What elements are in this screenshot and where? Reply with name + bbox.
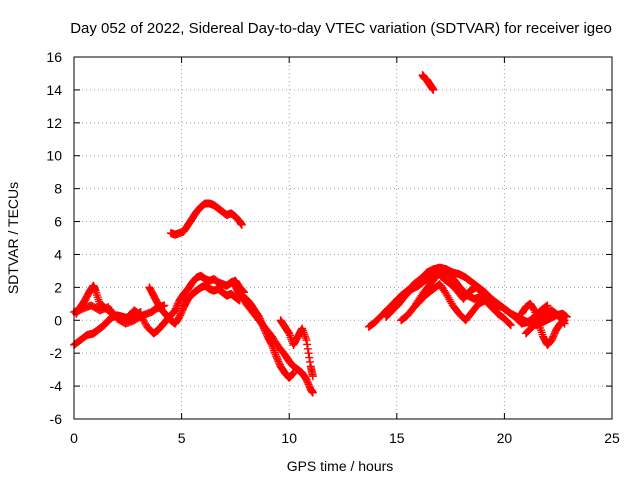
data-point xyxy=(299,328,308,337)
data-point xyxy=(308,372,317,381)
data-point xyxy=(505,320,514,329)
y-axis-label: SDTVAR / TECUs xyxy=(5,182,21,294)
data-point xyxy=(300,332,309,341)
x-tick-label: 25 xyxy=(604,430,620,446)
data-point xyxy=(298,324,307,333)
data-point xyxy=(285,329,294,338)
y-tick-label: 10 xyxy=(46,148,62,164)
x-tick-label: 0 xyxy=(70,430,78,446)
x-tick-label: 10 xyxy=(281,430,297,446)
plot-frame xyxy=(73,56,613,420)
data-point xyxy=(559,318,568,327)
series-trace-j xyxy=(418,71,438,94)
data-point xyxy=(288,369,297,378)
data-point xyxy=(288,370,297,379)
y-tick-label: 0 xyxy=(54,312,62,328)
x-tick-label: 20 xyxy=(497,430,513,446)
data-point xyxy=(298,326,307,335)
data-point xyxy=(300,330,309,339)
data-point xyxy=(429,85,438,94)
data-point xyxy=(285,331,294,340)
data-point xyxy=(506,321,515,330)
x-tick-label: 15 xyxy=(389,430,405,446)
data-point xyxy=(303,340,312,349)
data-point xyxy=(271,350,280,359)
x-axis-label: GPS time / hours xyxy=(287,458,394,474)
data-point xyxy=(542,302,551,311)
data-point xyxy=(303,344,312,353)
data-point xyxy=(286,333,295,342)
series-trace-d xyxy=(123,271,249,338)
data-point xyxy=(543,301,552,310)
data-point xyxy=(237,220,246,229)
data-point xyxy=(304,349,313,358)
y-tick-label: -6 xyxy=(50,411,63,427)
series-trace-h xyxy=(276,316,317,381)
series-trace-g xyxy=(237,291,317,397)
data-point xyxy=(488,302,497,311)
y-tick-label: -4 xyxy=(50,378,63,394)
data-point xyxy=(270,348,279,357)
y-tick-label: -2 xyxy=(50,345,63,361)
data-point xyxy=(301,334,310,343)
data-point xyxy=(560,319,569,328)
data-point xyxy=(306,357,315,366)
data-layer xyxy=(70,71,571,397)
data-point xyxy=(269,344,278,353)
chart-title: Day 052 of 2022, Sidereal Day-to-day VTE… xyxy=(70,20,612,37)
data-point xyxy=(489,303,498,312)
data-point xyxy=(305,353,314,362)
x-tick-label: 5 xyxy=(178,430,186,446)
series-trace-i xyxy=(166,199,246,239)
data-point xyxy=(308,388,317,397)
data-point xyxy=(302,336,311,345)
y-tick-label: 2 xyxy=(54,279,62,295)
y-tick-label: 4 xyxy=(54,246,62,262)
series-trace-n xyxy=(412,266,498,312)
series-trace-e xyxy=(145,281,244,328)
y-tick-label: 6 xyxy=(54,214,62,230)
y-tick-label: 8 xyxy=(54,181,62,197)
y-tick-label: 16 xyxy=(46,49,62,65)
data-point xyxy=(270,346,279,355)
y-tick-label: 12 xyxy=(46,115,62,131)
series-trace-p xyxy=(521,306,569,338)
y-tick-label: 14 xyxy=(46,82,62,98)
axis-layer: 0 5 10 15 20 25 -6 -4 -2 0 2 4 6 8 10 12 14 16 xyxy=(46,49,620,446)
